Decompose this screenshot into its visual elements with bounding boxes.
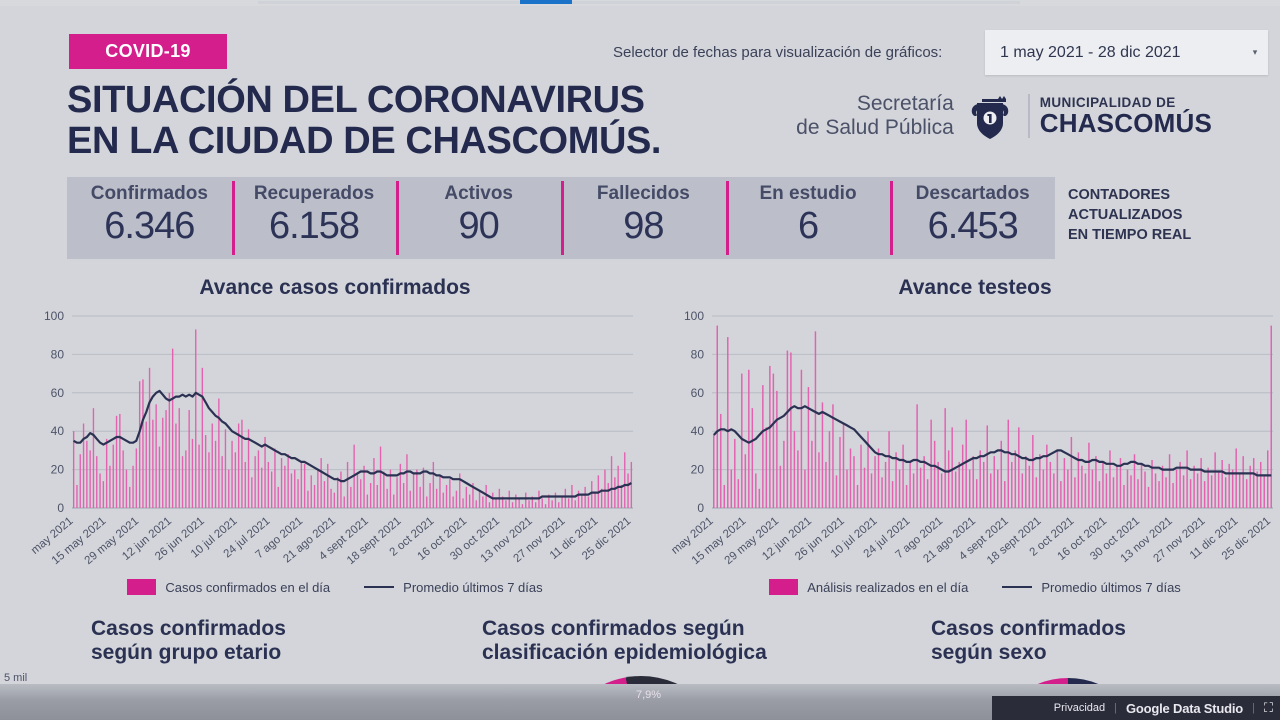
svg-text:20: 20 (691, 463, 705, 477)
stat-value: 6.453 (927, 204, 1019, 247)
secretaria-line1: Secretaría (856, 92, 954, 116)
date-selector-label: Selector de fechas para visualización de… (613, 44, 943, 61)
footer-separator-2: | (1252, 702, 1255, 714)
stat-en-estudio: En estudio 6 (725, 177, 891, 259)
stat-recuperados: Recuperados 6.158 (231, 177, 397, 259)
scrollbar-track[interactable] (258, 1, 1020, 4)
grupo-etario-axis-label: 5 mil (4, 672, 28, 684)
chart-plot-area[interactable]: 0 20 40 60 80 100 may 2021 15 may 2021 29 may 20… (665, 308, 1280, 567)
svg-text:100: 100 (44, 309, 64, 323)
page-title: SITUACIÓN DEL CORONAVIRUS EN LA CIUDAD D… (67, 80, 767, 161)
legend-line-icon (364, 586, 395, 588)
real-time-note-line2: ACTUALIZADOS (1068, 206, 1183, 223)
svg-text:80: 80 (51, 347, 65, 361)
chart-avance-testeos[interactable]: Avance testeos 0 20 40 60 80 100 may 2021 15 ma… (665, 276, 1280, 596)
municipalidad-text: MUNICIPALIDAD DE CHASCOMÚS (1040, 96, 1212, 136)
stat-value: 6 (797, 204, 819, 247)
municipalidad-line2: CHASCOMÚS (1039, 107, 1212, 138)
svg-text:80: 80 (691, 347, 705, 361)
secretaria-text: Secretaría de Salud Pública (760, 92, 954, 139)
legend-label: Análisis realizados en el día (807, 579, 969, 595)
real-time-note: CONTADORES ACTUALIZADOS EN TIEMPO REAL (1068, 186, 1268, 246)
stat-label: Descartados (915, 183, 1030, 204)
real-time-note-line1: CONTADORES (1068, 187, 1171, 203)
heading-line2: clasificación epidemiológica (482, 640, 767, 664)
svg-text:60: 60 (691, 386, 705, 400)
coat-of-arms-shield-icon (964, 90, 1016, 142)
section-heading-grupo-etario: Casos confirmados según grupo etario (91, 617, 381, 665)
real-time-note-line3: EN TIEMPO REAL (1068, 226, 1192, 243)
svg-text:20: 20 (51, 463, 65, 477)
legend-item-bars: Análisis realizados en el día (769, 579, 968, 595)
legend-item-line: Promedio últimos 7 días (1002, 579, 1181, 595)
stat-value: 90 (458, 204, 500, 247)
heading-line1: Casos confirmados (931, 617, 1126, 640)
chart-plot-area[interactable]: 0 20 40 60 80 100 may 2021 15 may 2021 29 may 20… (25, 308, 645, 567)
legend-label: Promedio últimos 7 días (403, 579, 543, 595)
stat-value: 6.158 (268, 204, 360, 247)
logo-divider (1027, 94, 1030, 138)
stat-descartados: Descartados 6.453 (890, 177, 1055, 259)
footer-bar: Privacidad | Google Data Studio | ⛶ (992, 696, 1280, 720)
legend-item-line: Promedio últimos 7 días (364, 579, 543, 595)
legend-label: Promedio últimos 7 días (1041, 579, 1181, 595)
chevron-down-icon[interactable]: ▾ (1252, 47, 1258, 57)
stats-bar: Confirmados 6.346 Recuperados 6.158 Acti… (67, 177, 1055, 259)
svg-text:40: 40 (51, 424, 65, 438)
page-title-line2: EN LA CIUDAD DE CHASCOMÚS. (67, 119, 662, 162)
privacy-link[interactable]: Privacidad (1053, 702, 1106, 714)
svg-text:60: 60 (51, 386, 65, 400)
municipalidad-line1: MUNICIPALIDAD DE (1039, 95, 1176, 111)
stat-label: Recuperados (253, 183, 375, 204)
stat-label: Activos (444, 183, 513, 204)
secretaria-line2: de Salud Pública (796, 116, 954, 139)
google-data-studio-brand[interactable]: Google Data Studio (1126, 700, 1244, 716)
date-range-value: 1 may 2021 - 28 dic 2021 (1000, 43, 1181, 61)
covid19-badge: COVID-19 (69, 34, 227, 69)
footer-separator: | (1114, 702, 1118, 714)
heading-line1: Casos confirmados según (482, 617, 745, 640)
page-title-line1: SITUACIÓN DEL CORONAVIRUS (67, 79, 645, 121)
chart-title: Avance casos confirmados (199, 276, 471, 299)
svg-text:100: 100 (684, 309, 704, 323)
stat-value: 6.346 (104, 204, 195, 247)
stat-activos: Activos 90 (396, 177, 561, 259)
fullscreen-icon[interactable]: ⛶ (1263, 700, 1273, 715)
legend-line-icon (1002, 586, 1033, 588)
stat-label: Confirmados (90, 183, 208, 204)
scrollbar-thumb[interactable] (520, 0, 572, 4)
section-heading-clasificacion: Casos confirmados según clasificación ep… (482, 617, 832, 665)
section-heading-sexo: Casos confirmados según sexo (931, 617, 1231, 665)
chart-title: Avance testeos (898, 276, 1052, 299)
legend-swatch-icon (769, 579, 799, 595)
org-logo: Secretaría de Salud Pública MUNICIPALIDA… (760, 88, 1212, 144)
svg-text:0: 0 (697, 501, 704, 515)
legend-swatch-icon (127, 579, 157, 595)
heading-line2: según grupo etario (91, 640, 282, 664)
legend-label: Casos confirmados en el día (165, 579, 331, 595)
stat-confirmados: Confirmados 6.346 (67, 177, 232, 259)
top-scrollbar[interactable] (0, 0, 1280, 6)
heading-line2: según sexo (931, 640, 1047, 664)
chart-legend: Análisis realizados en el día Promedio ú… (665, 579, 1280, 595)
svg-text:0: 0 (57, 501, 64, 515)
heading-line1: Casos confirmados (91, 617, 286, 640)
date-range-selector[interactable]: 1 may 2021 - 28 dic 2021 ▾ (985, 30, 1268, 75)
stat-fallecidos: Fallecidos 98 (561, 177, 726, 259)
legend-item-bars: Casos confirmados en el día (127, 579, 330, 595)
stat-value: 98 (623, 204, 664, 247)
stat-label: Fallecidos (596, 183, 690, 204)
chart-avance-casos-confirmados[interactable]: Avance casos confirmados 0 20 40 60 80 100 may… (25, 276, 645, 596)
stat-label: En estudio (759, 183, 857, 204)
pie-slice-label: 7,9% (636, 689, 662, 701)
svg-text:40: 40 (691, 424, 705, 438)
chart-legend: Casos confirmados en el día Promedio últ… (25, 579, 645, 595)
